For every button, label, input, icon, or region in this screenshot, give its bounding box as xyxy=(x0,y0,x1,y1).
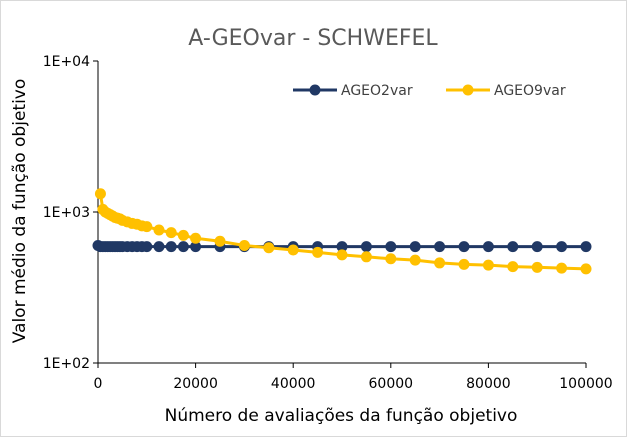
data-point-ageo9var xyxy=(165,227,177,239)
data-point-ageo2var xyxy=(190,241,202,253)
y-tick-label: 1E+03 xyxy=(43,205,90,221)
series-layer xyxy=(92,188,592,275)
y-tick-label: 1E+02 xyxy=(43,356,90,372)
data-point-ageo2var xyxy=(385,241,397,253)
legend: AGEO2var AGEO9var xyxy=(293,83,566,99)
data-point-ageo9var xyxy=(141,221,153,233)
data-point-ageo2var xyxy=(153,241,165,253)
data-point-ageo9var xyxy=(238,239,250,251)
legend-label: AGEO9var xyxy=(494,83,566,99)
data-point-ageo2var xyxy=(409,241,421,253)
data-point-ageo9var xyxy=(360,251,372,263)
data-point-ageo9var xyxy=(556,262,568,274)
data-point-ageo9var xyxy=(507,261,519,273)
data-point-ageo2var xyxy=(360,241,372,253)
data-point-ageo9var xyxy=(409,254,421,266)
y-axis-title: Valor médio da função objetivo xyxy=(10,79,30,344)
data-point-ageo9var xyxy=(482,259,494,271)
data-point-ageo2var xyxy=(458,241,470,253)
data-point-ageo2var xyxy=(580,241,592,253)
chart-title: A-GEOvar - SCHWEFEL xyxy=(188,26,438,51)
legend-label: AGEO2var xyxy=(341,83,413,99)
data-point-ageo2var xyxy=(165,241,177,253)
x-tick-label: 80000 xyxy=(466,376,511,392)
x-tick-label: 60000 xyxy=(369,376,414,392)
data-point-ageo9var xyxy=(263,242,275,254)
data-point-ageo2var xyxy=(531,241,543,253)
data-point-ageo9var xyxy=(287,244,299,256)
data-point-ageo9var xyxy=(531,261,543,273)
data-point-ageo9var xyxy=(153,224,165,236)
x-tick-label: 40000 xyxy=(271,376,316,392)
data-point-ageo2var xyxy=(434,241,446,253)
legend-swatch-marker xyxy=(462,84,474,96)
x-tick-label: 0 xyxy=(94,376,103,392)
data-point-ageo9var xyxy=(312,246,324,258)
y-tick-label: 1E+04 xyxy=(43,54,90,70)
data-point-ageo9var xyxy=(434,257,446,269)
data-point-ageo9var xyxy=(94,188,106,200)
data-point-ageo9var xyxy=(190,232,202,244)
data-point-ageo9var xyxy=(177,229,189,241)
data-point-ageo2var xyxy=(507,241,519,253)
data-point-ageo2var xyxy=(482,241,494,253)
x-tick-label: 100000 xyxy=(559,376,612,392)
data-point-ageo2var xyxy=(177,241,189,253)
data-point-ageo2var xyxy=(556,241,568,253)
x-tick-label: 20000 xyxy=(173,376,218,392)
data-point-ageo9var xyxy=(580,263,592,275)
data-point-ageo9var xyxy=(336,249,348,261)
data-point-ageo9var xyxy=(214,235,226,247)
axes-layer: 0 20000 40000 60000 80000 100000 1E+02 1E+03 1E+… xyxy=(43,54,613,392)
data-point-ageo2var xyxy=(141,241,153,253)
data-point-ageo2var xyxy=(336,241,348,253)
data-point-ageo9var xyxy=(385,253,397,265)
data-point-ageo9var xyxy=(458,258,470,270)
legend-swatch-marker xyxy=(309,84,321,96)
x-axis-title: Número de avaliações da função objetivo xyxy=(165,406,518,426)
